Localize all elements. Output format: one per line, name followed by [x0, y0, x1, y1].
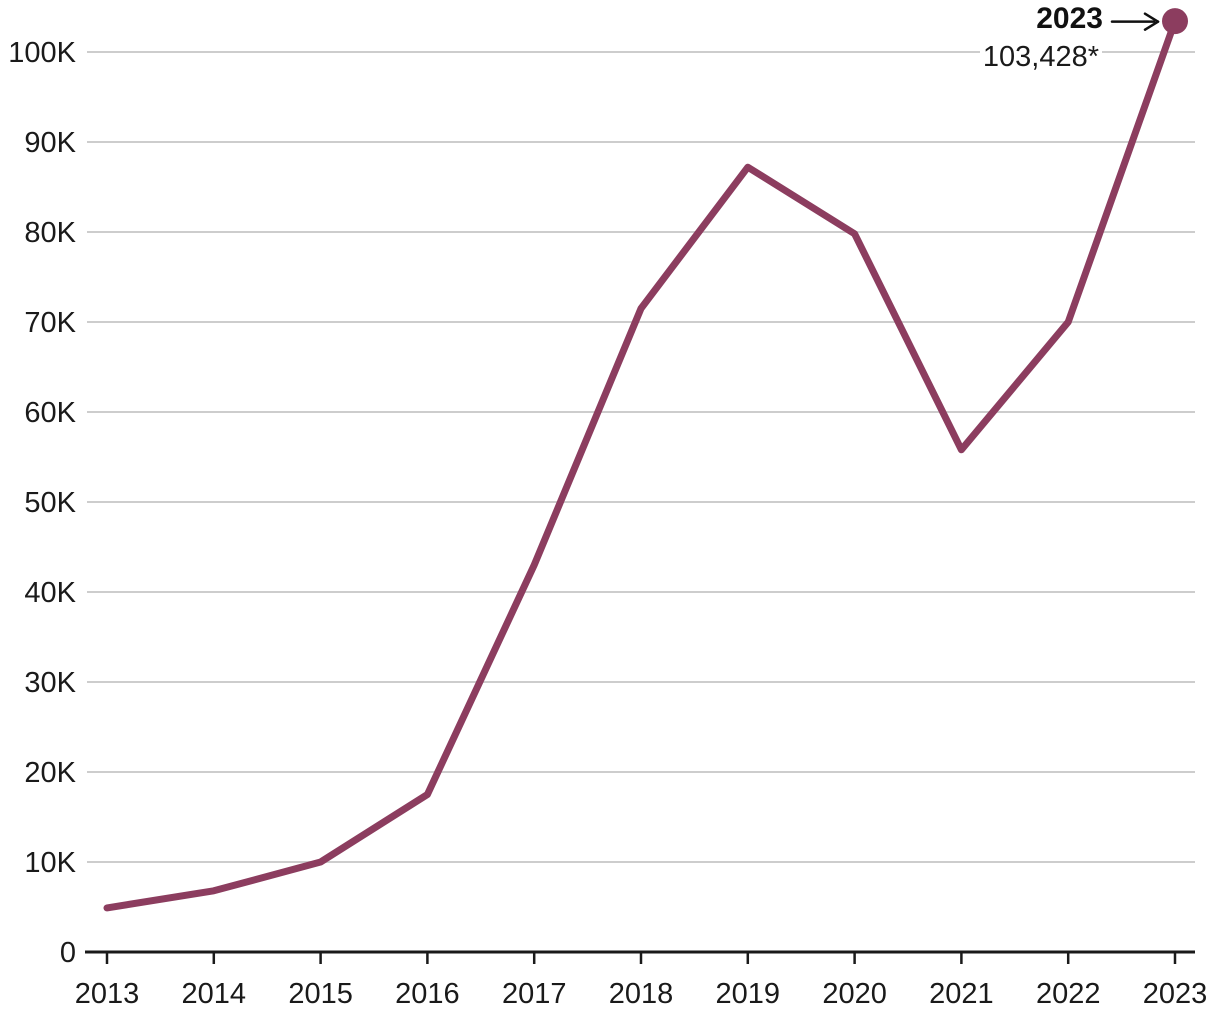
x-axis-tick-label: 2021 [929, 978, 994, 1010]
y-axis-tick-label: 60K [24, 397, 76, 429]
y-axis-tick-label: 90K [24, 127, 76, 159]
data-point-marker-2023 [1162, 8, 1188, 35]
y-axis-tick-label: 100K [8, 37, 76, 69]
x-axis-tick-label: 2015 [288, 978, 353, 1010]
annotation-value-label: 103,428* [979, 41, 1102, 74]
y-axis-tick-label: 20K [24, 757, 76, 789]
y-axis-tick-label: 70K [24, 307, 76, 339]
y-axis-tick-label: 30K [24, 667, 76, 699]
x-axis-tick-label: 2019 [716, 978, 781, 1010]
x-axis-tick-label: 2014 [182, 978, 247, 1010]
x-axis-tick-label: 2023 [1143, 978, 1208, 1010]
y-axis-tick-label: 10K [24, 847, 76, 879]
y-axis-tick-label: 50K [24, 487, 76, 519]
annotation-arrow-head [1143, 20, 1160, 31]
y-axis-tick-label: 0 [60, 937, 76, 969]
annotation-arrow-head [1143, 12, 1160, 23]
data-line [103, 17, 1179, 912]
annotation-year-label: 2023 [1036, 2, 1103, 35]
x-axis-tick-label: 2016 [395, 978, 460, 1010]
x-axis-tick-label: 2020 [822, 978, 887, 1010]
y-axis-tick-label: 80K [24, 217, 76, 249]
x-axis-tick-label: 2022 [1036, 978, 1101, 1010]
x-axis-tick-label: 2013 [75, 978, 140, 1010]
x-axis-tick-label: 2017 [502, 978, 567, 1010]
y-axis-tick-label: 40K [24, 577, 76, 609]
x-axis-tick-label: 2018 [609, 978, 674, 1010]
